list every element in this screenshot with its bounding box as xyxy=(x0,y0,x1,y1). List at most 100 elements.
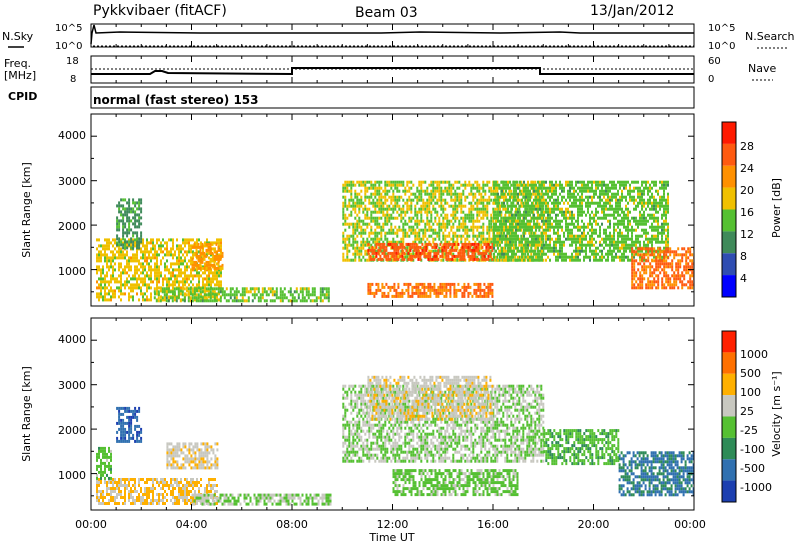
power-cell xyxy=(472,225,475,229)
power-cell xyxy=(176,280,178,284)
power-cell xyxy=(154,277,156,281)
power-cell xyxy=(126,271,128,275)
power-cell xyxy=(120,210,123,214)
power-cell xyxy=(112,274,114,278)
power-cell xyxy=(118,250,120,254)
power-cell xyxy=(513,180,515,184)
power-cell xyxy=(362,255,365,259)
power-cell xyxy=(541,207,543,211)
power-cell xyxy=(148,253,150,257)
power-cell xyxy=(543,198,545,202)
power-cell xyxy=(535,222,537,226)
power-cell xyxy=(390,198,393,202)
power-cell xyxy=(531,240,533,244)
power-cell xyxy=(225,287,228,291)
power-cell xyxy=(463,248,466,252)
power-cell xyxy=(128,228,131,232)
power-cell xyxy=(503,219,505,223)
power-cell xyxy=(175,299,178,303)
power-cell xyxy=(569,186,571,190)
power-cell xyxy=(179,299,182,303)
power-cell xyxy=(468,240,471,244)
power-cell xyxy=(372,237,375,241)
power-cell xyxy=(595,222,597,226)
power-cell xyxy=(366,252,369,256)
power-cell xyxy=(209,245,212,249)
power-cell xyxy=(144,265,146,269)
power-cell xyxy=(419,251,422,255)
power-cell xyxy=(464,204,467,208)
power-cell xyxy=(156,274,158,278)
power-cell xyxy=(511,240,513,244)
power-cell xyxy=(593,189,595,193)
power-cell xyxy=(409,282,412,286)
power-cell xyxy=(519,228,521,232)
power-cell xyxy=(311,299,314,303)
power-cell xyxy=(605,183,607,187)
power-cell xyxy=(446,234,449,238)
power-cell xyxy=(96,292,98,296)
power-cell xyxy=(525,228,527,232)
power-cell xyxy=(641,222,643,226)
power-cell xyxy=(617,210,619,214)
power-cell xyxy=(627,228,629,232)
power-cell xyxy=(432,255,435,259)
power-cell xyxy=(438,183,441,187)
power-cell xyxy=(437,291,440,295)
power-cell xyxy=(585,183,587,187)
power-cell xyxy=(420,216,423,220)
power-cell xyxy=(138,219,141,223)
power-cell xyxy=(601,183,603,187)
power-cell xyxy=(621,189,623,193)
power-cell xyxy=(142,283,144,287)
power-cell xyxy=(154,292,156,296)
power-cell xyxy=(617,198,619,202)
power-cell xyxy=(166,283,168,287)
power-cell xyxy=(384,201,387,205)
power-cell xyxy=(518,192,521,196)
power-cell xyxy=(486,231,489,235)
power-cell xyxy=(462,222,465,226)
power-cell xyxy=(171,290,174,294)
power-cell xyxy=(641,180,643,184)
power-cell xyxy=(631,252,633,256)
power-cell xyxy=(571,258,573,262)
power-cell xyxy=(442,258,445,262)
power-cell xyxy=(375,245,378,249)
power-cell xyxy=(138,259,140,263)
power-cell xyxy=(325,290,328,294)
power-cell xyxy=(573,198,575,202)
power-cell xyxy=(122,231,125,235)
power-cell xyxy=(496,186,499,190)
power-cell xyxy=(303,299,306,303)
power-cell xyxy=(120,243,123,247)
power-cell xyxy=(387,294,390,298)
power-cell xyxy=(533,213,535,217)
power-cell xyxy=(418,192,421,196)
power-cell xyxy=(627,237,629,241)
power-cell xyxy=(445,282,448,286)
power-cell xyxy=(368,198,371,202)
power-cell xyxy=(205,248,208,252)
power-cell xyxy=(587,189,589,193)
power-cell xyxy=(428,183,431,187)
power-cell xyxy=(136,213,139,217)
power-cell xyxy=(199,290,202,294)
power-cell xyxy=(275,287,278,291)
power-cell xyxy=(454,192,457,196)
power-cell xyxy=(540,192,543,196)
power-cell xyxy=(553,246,555,250)
power-cell xyxy=(527,225,529,229)
power-cell xyxy=(136,259,138,263)
power-cell xyxy=(140,256,142,260)
power-cell xyxy=(354,183,357,187)
power-cell xyxy=(380,210,383,214)
power-cell xyxy=(643,213,645,217)
power-cell xyxy=(495,240,497,244)
power-cell xyxy=(307,287,310,291)
power-cell xyxy=(423,285,426,289)
power-cell xyxy=(579,252,581,256)
power-cell xyxy=(523,249,525,253)
power-cell xyxy=(364,231,367,235)
power-cell xyxy=(496,180,499,184)
